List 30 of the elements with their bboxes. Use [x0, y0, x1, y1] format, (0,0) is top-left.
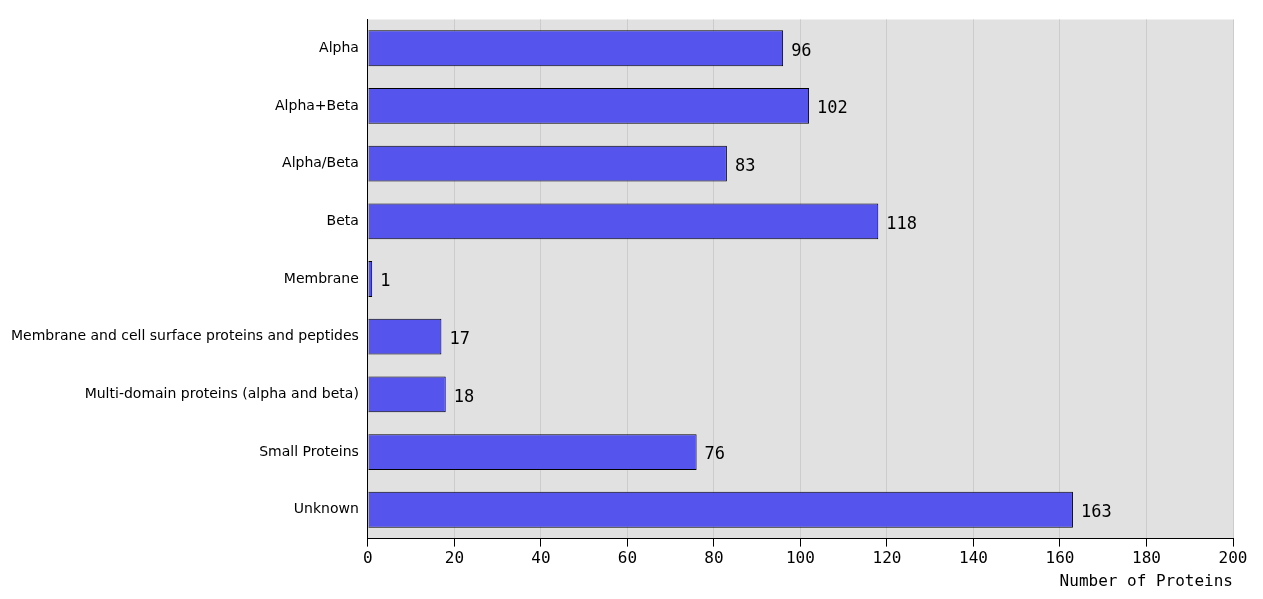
x-tick-label: 40: [531, 548, 551, 568]
y-tick-label: Alpha/Beta: [282, 154, 359, 171]
data-label: 96: [791, 39, 812, 60]
y-tick-label: Multi-domain proteins (alpha and beta): [84, 385, 359, 402]
x-tick-label: 0: [363, 548, 373, 568]
y-tick-label: Membrane and cell surface proteins and peptides: [10, 327, 359, 344]
y-tick-label: Alpha+Beta: [275, 96, 359, 113]
data-label: 102: [817, 97, 848, 118]
x-tick-label: 160: [1045, 548, 1075, 568]
x-tick-label: 100: [785, 548, 815, 568]
x-tick-label: 120: [872, 548, 902, 568]
y-tick-label: Alpha: [319, 38, 359, 55]
x-tick-label: 140: [959, 548, 988, 568]
y-tick-label: Membrane: [283, 269, 359, 286]
x-tick-label: 60: [617, 548, 638, 568]
x-tick-label: 180: [1132, 548, 1161, 568]
data-label: 118: [886, 212, 918, 233]
x-tick-label: 20: [444, 548, 465, 568]
x-axis-title: Number of Proteins: [1059, 570, 1233, 590]
data-label: 76: [704, 443, 726, 464]
x-tick-label: 80: [704, 548, 724, 568]
y-tick-label: Small Proteins: [259, 442, 359, 459]
data-label: 83: [734, 155, 756, 176]
data-label: 17: [449, 328, 470, 349]
y-tick-label: Unknown: [293, 500, 359, 517]
x-tick-label: 200: [1218, 548, 1248, 568]
y-tick-label: Beta: [326, 211, 359, 228]
data-label: 18: [453, 385, 475, 406]
data-label: 163: [1080, 501, 1112, 522]
data-label: 1: [380, 270, 391, 291]
